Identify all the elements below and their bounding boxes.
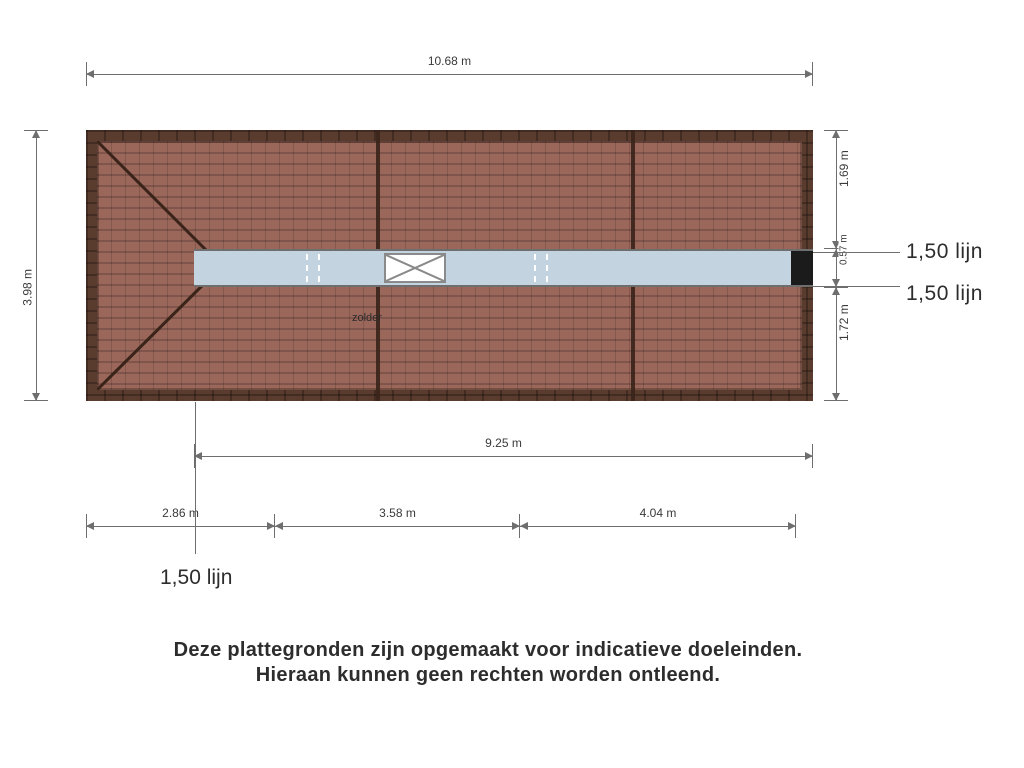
hatch-x-icon [386,255,444,281]
dim-bottom-a: 2.86 m [86,520,275,532]
room-label-zolder: zolder [352,312,382,324]
dim-label: 1.72 m [837,301,851,344]
strip-divider [318,254,320,282]
dim-label: 2.86 m [158,506,203,520]
strip-endcap [791,251,813,285]
dim-bottom-inner: 9.25 m [194,450,813,462]
roof-hatch [384,253,446,283]
zolder-strip [194,249,813,287]
leader-label: 1,50 lijn [906,240,983,264]
dim-bottom-c: 4.04 m [520,520,796,532]
dim-label: 3.98 m [21,266,35,309]
disclaimer-line2: Hieraan kunnen geen rechten worden ontle… [108,663,868,688]
dim-left: 3.98 m [30,130,42,401]
leader-bottom-left-line [195,402,196,554]
dim-right-middle: 0.57 m [830,249,842,287]
leader-label: 1,50 lijn [906,282,983,306]
dim-bottom-b: 3.58 m [275,520,520,532]
dim-label: 9.25 m [481,436,526,450]
strip-divider [534,254,536,282]
dim-label: 10.68 m [424,54,475,68]
dim-label: 0.57 m [839,231,850,268]
strip-divider [546,254,548,282]
leader-label: 1,50 lijn [160,566,232,590]
disclaimer-line1: Deze plattegronden zijn opgemaakt voor i… [108,638,868,663]
strip-divider [306,254,308,282]
dim-top: 10.68 m [86,68,813,80]
leader-right-top: 1,50 lijn [813,252,900,253]
dim-label: 1.69 m [837,147,851,190]
floorplan-canvas: zolder 10.68 m 3.98 m 1.69 m 0.57 m 1.72… [0,0,1024,768]
disclaimer: Deze plattegronden zijn opgemaakt voor i… [108,638,868,688]
dim-right-lower: 1.72 m [830,287,842,401]
leader-right-bottom: 1,50 lijn [813,286,900,287]
dim-label: 4.04 m [636,506,681,520]
dim-label: 3.58 m [375,506,420,520]
